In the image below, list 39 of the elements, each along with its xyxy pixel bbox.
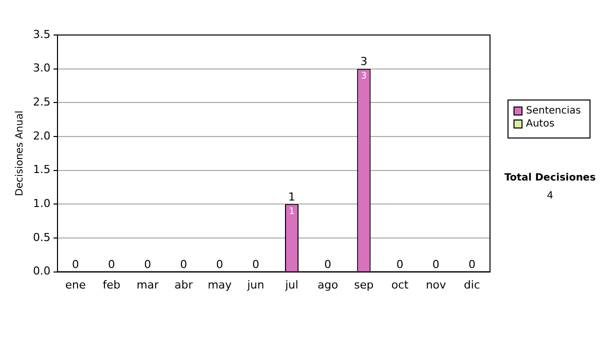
total-label: 3: [360, 55, 368, 68]
total-label: 0: [180, 258, 188, 272]
legend-label: Autos: [526, 118, 554, 130]
total-label: 0: [324, 258, 332, 272]
x-tick-label: ago: [318, 278, 338, 292]
x-tick-label: feb: [102, 278, 120, 292]
x-tick-label: sep: [354, 278, 374, 292]
x-tick-label: oct: [391, 278, 410, 292]
y-tick-label: 1.5: [32, 163, 50, 176]
legend-label: Sentencias: [526, 106, 581, 117]
y-axis-title: Decisiones Anual: [14, 110, 26, 196]
y-tick-label: 3.0: [32, 62, 50, 75]
y-tick-label: 0.5: [32, 230, 50, 244]
data-label: 1: [288, 206, 295, 217]
x-tick-label: jul: [284, 278, 298, 292]
x-tick-label: ene: [65, 278, 86, 292]
text: Total Decisiones: [504, 172, 596, 184]
total-label: 0: [252, 258, 260, 272]
total-label: 0: [432, 258, 440, 272]
total-label: 0: [216, 258, 224, 272]
y-tick-label: 2.0: [32, 129, 50, 142]
data-label: 3: [360, 72, 367, 82]
total-label: 0: [468, 258, 476, 272]
y-tick-label: 2.5: [32, 96, 50, 109]
x-tick-label: may: [208, 278, 232, 292]
x-tick-label: jun: [246, 278, 264, 292]
total-label: 0: [144, 258, 152, 272]
total-label: 1: [288, 190, 296, 204]
x-tick-label: nov: [426, 278, 447, 292]
x-tick-label: mar: [136, 278, 160, 292]
x-tick-label: dic: [464, 278, 480, 292]
text: 4: [546, 190, 554, 202]
x-tick-label: abr: [174, 278, 194, 292]
total-label: 0: [72, 258, 80, 272]
y-tick-label: 0.0: [32, 264, 50, 278]
y-tick-label: 3.5: [32, 28, 50, 41]
y-tick-label: 1.0: [32, 197, 50, 210]
total-label: 0: [108, 258, 116, 272]
total-label: 0: [396, 258, 404, 272]
